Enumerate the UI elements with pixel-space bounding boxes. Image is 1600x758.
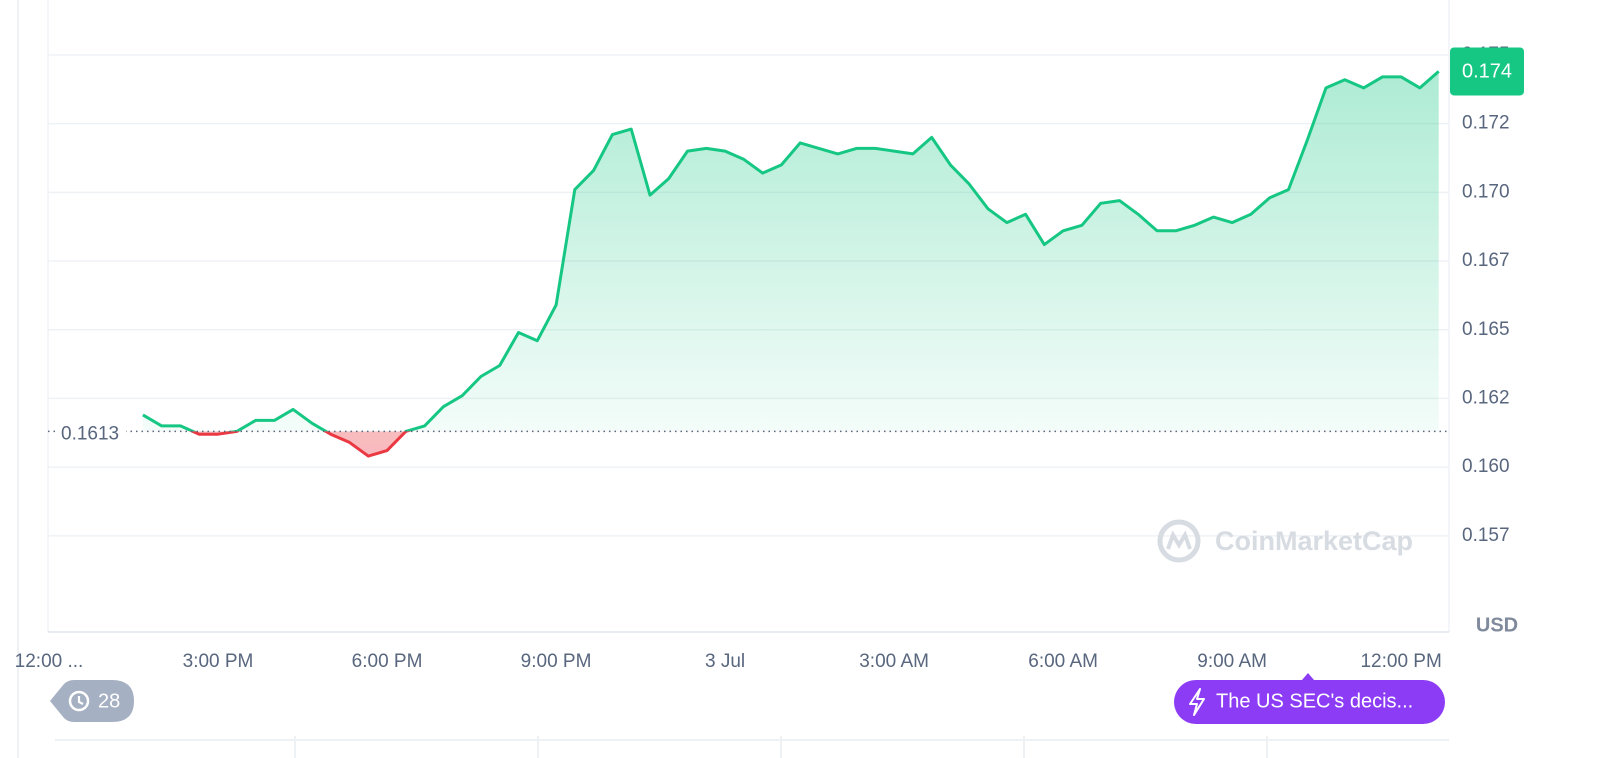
area-below [49, 431, 1439, 457]
bottom-tabs [55, 736, 1449, 758]
news-button[interactable]: The US SEC's decis... [1174, 673, 1445, 724]
line-below [189, 431, 412, 458]
x-tick-label: 3:00 AM [859, 651, 929, 672]
news-text: The US SEC's decis... [1216, 690, 1413, 712]
x-tick-label: 12:00 ... [15, 651, 84, 672]
y-tick-label: 0.170 [1462, 181, 1510, 202]
watermark-group: CoinMarketCap [1157, 519, 1413, 563]
history-badge-bg[interactable] [50, 680, 134, 722]
y-tick-label: 0.165 [1462, 319, 1510, 340]
price-tag: 0.174 [1450, 47, 1524, 96]
history-icon [68, 690, 90, 712]
x-tick-label: 9:00 PM [521, 651, 592, 672]
news-icon [1189, 688, 1205, 716]
baseline-label: 0.1613 [61, 423, 119, 444]
y-tick-label: 0.172 [1462, 113, 1510, 134]
price-tag-text: 0.174 [1462, 61, 1512, 83]
plot: 0.1613 [48, 70, 1449, 458]
x-tick-label: 3:00 PM [183, 651, 254, 672]
watermark-logo [1157, 519, 1201, 563]
x-axis: 12:00 ... 3:00 PM 6:00 PM 9:00 PM 3 Jul 3:00 … [15, 651, 1442, 672]
news-button-bg[interactable] [1174, 680, 1445, 724]
x-tick-label: 12:00 PM [1360, 651, 1441, 672]
history-icon-hands [77, 696, 84, 705]
area-above [49, 71, 1439, 432]
x-tick-label: 3 Jul [705, 651, 745, 672]
news-pointer [1302, 673, 1314, 680]
y-tick-label: 0.162 [1462, 387, 1510, 408]
x-tick-label: 6:00 PM [352, 651, 423, 672]
line-above [142, 70, 1440, 432]
history-count: 28 [98, 690, 120, 712]
watermark-logo-mark [1166, 530, 1192, 550]
baseline-label-bg [56, 418, 126, 445]
x-tick-label: 9:00 AM [1197, 651, 1267, 672]
history-badge[interactable]: 28 [50, 680, 134, 722]
y-tick-label: 0.157 [1462, 525, 1510, 546]
currency-label: USD [1476, 614, 1518, 636]
y-tick-label: 0.167 [1462, 250, 1510, 271]
y-tick-label: 0.160 [1462, 456, 1510, 477]
watermark: CoinMarketCap [1215, 526, 1413, 556]
x-tick-label: 6:00 AM [1028, 651, 1098, 672]
price-tag-bg [1450, 47, 1524, 96]
